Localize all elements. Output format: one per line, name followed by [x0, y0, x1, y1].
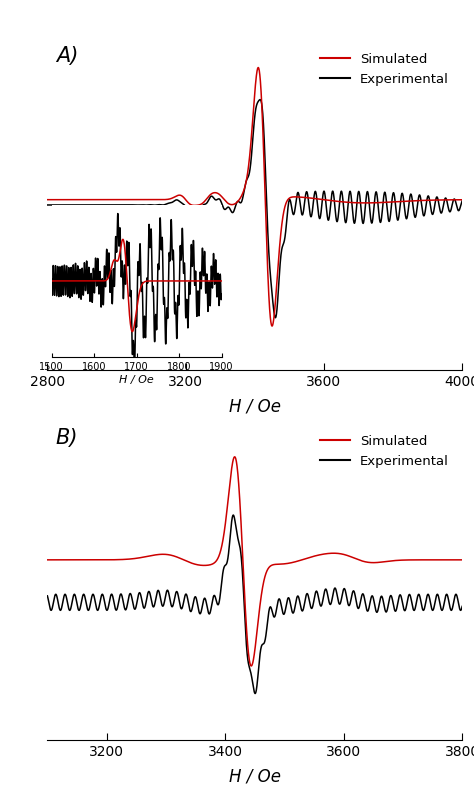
Text: A): A): [56, 46, 78, 66]
X-axis label: H / Oe: H / Oe: [229, 397, 281, 416]
X-axis label: H / Oe: H / Oe: [229, 767, 281, 786]
Text: B): B): [56, 428, 78, 448]
Legend: Simulated, Experimental: Simulated, Experimental: [314, 428, 456, 474]
Legend: Simulated, Experimental: Simulated, Experimental: [314, 46, 456, 92]
